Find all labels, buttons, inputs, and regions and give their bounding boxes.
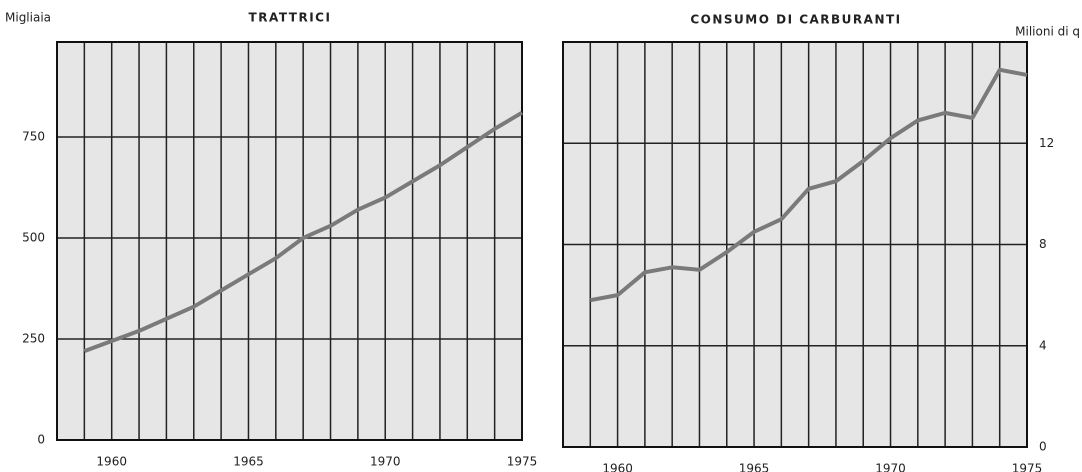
y-tick-label: 0 [1039,440,1047,454]
y-tick-label: 8 [1039,237,1047,251]
y-axis-label: Milioni di q [1015,25,1080,39]
y-tick-label: 4 [1039,338,1047,352]
x-tick-label: 1970 [875,462,906,472]
y-axis-label: Migliaia [5,11,51,25]
data-line [589,67,1028,303]
chart-title: TRATTRICI [249,11,332,25]
y-tick-label: 750 [22,129,45,143]
plot-border [562,41,1028,448]
x-tick-label: 1960 [602,462,633,472]
x-tick-label: 1965 [739,462,770,472]
data-line [83,110,524,353]
plot-area [57,42,522,440]
y-tick-label: 12 [1039,136,1054,150]
y-tick-label: 250 [22,331,45,345]
x-tick-label: 1975 [507,455,538,469]
chart-title: CONSUMO DI CARBURANTI [690,13,901,27]
y-tick-label: 0 [37,433,45,447]
x-tick-label: 1960 [96,455,127,469]
y-tick-label: 500 [22,230,45,244]
plot-border [56,41,523,441]
x-tick-label: 1970 [370,455,401,469]
x-tick-label: 1965 [233,455,264,469]
x-tick-label: 1975 [1012,462,1043,472]
